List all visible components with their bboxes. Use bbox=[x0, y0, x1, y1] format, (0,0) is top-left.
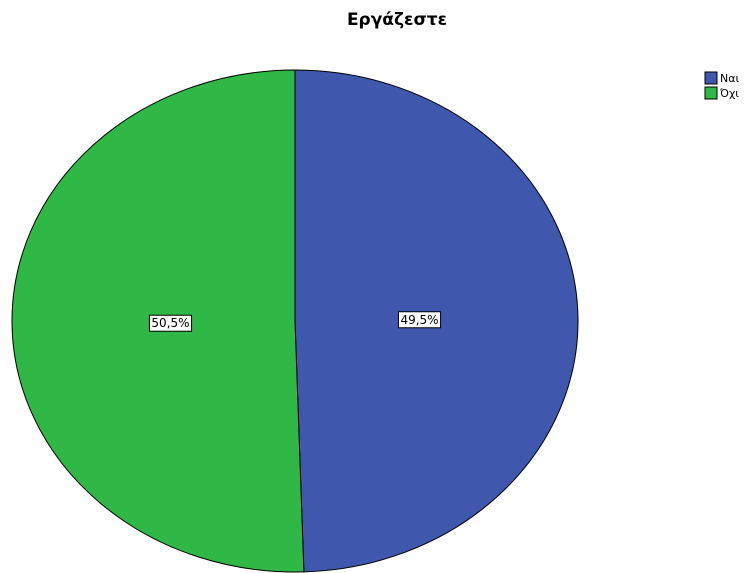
legend-label: Όχι bbox=[719, 87, 739, 100]
legend-swatch bbox=[704, 86, 718, 100]
legend-swatch bbox=[704, 71, 718, 85]
data-label: 49,5% bbox=[400, 313, 438, 327]
chart-title: Εργάζεστε bbox=[347, 10, 447, 30]
data-label: 50,5% bbox=[151, 316, 189, 330]
legend-label: Ναι bbox=[720, 72, 739, 85]
data-label-box bbox=[148, 314, 193, 332]
data-label-box bbox=[397, 311, 442, 329]
